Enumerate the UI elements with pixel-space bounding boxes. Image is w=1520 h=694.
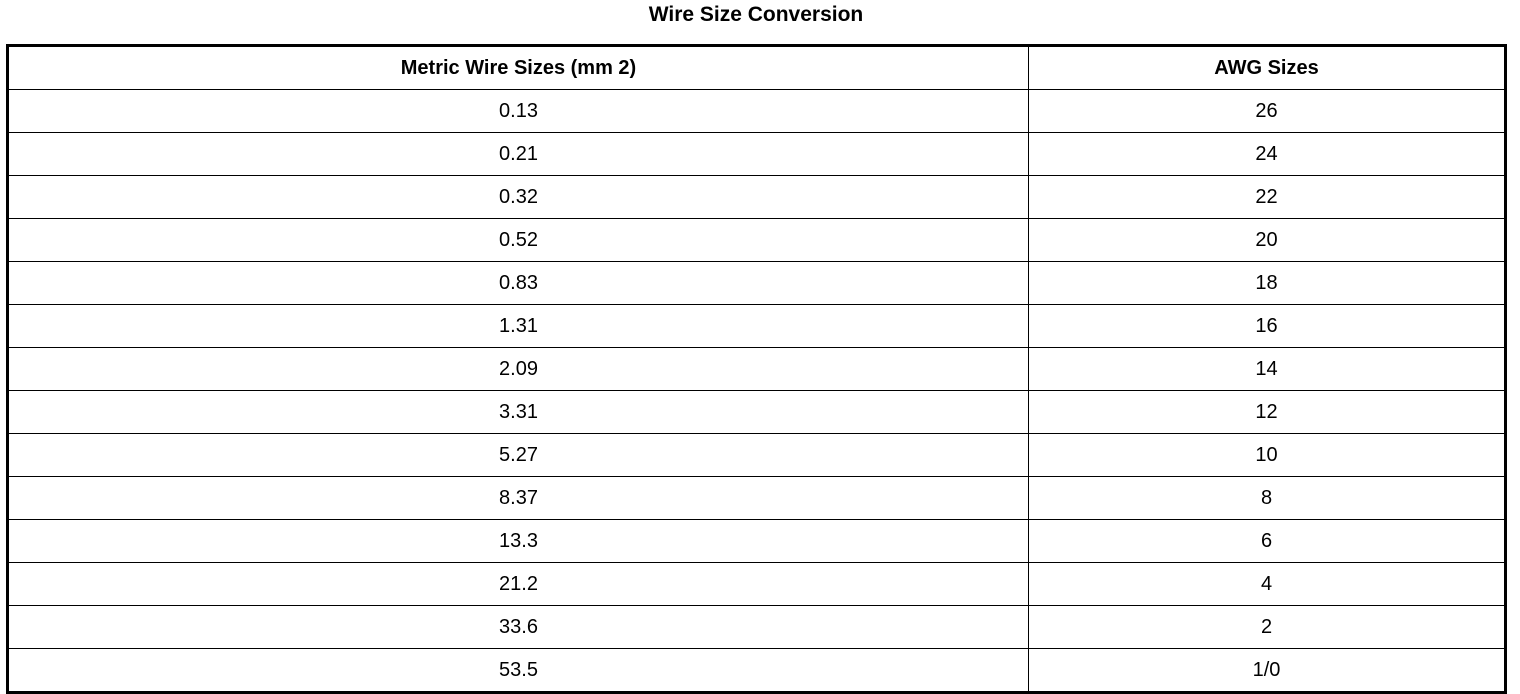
table-row: 8.37 8 [7,476,1506,520]
table-cell: 2 [1028,605,1506,649]
table-cell: 26 [1028,89,1506,133]
table-cell: 12 [1028,390,1506,434]
table-cell: 24 [1028,132,1506,176]
table-cell: 6 [1028,519,1506,563]
table-cell: 18 [1028,261,1506,305]
table-title: Wire Size Conversion [648,3,864,26]
table-body: 0.13 26 0.21 24 0.32 22 0.52 20 0.83 18 1.31 16 2.09… [7,89,1506,693]
table-row: 21.2 4 [7,562,1506,606]
table-cell: 5.27 [7,433,1029,477]
table-cell: 0.52 [7,218,1029,262]
table-row: 0.83 18 [7,261,1506,305]
table-cell: 33.6 [7,605,1029,649]
column-header: AWG Sizes [1028,45,1506,90]
table-cell: 14 [1028,347,1506,391]
table-cell: 0.83 [7,261,1029,305]
table-cell: 0.21 [7,132,1029,176]
table-row: 0.32 22 [7,175,1506,219]
table-row: 5.27 10 [7,433,1506,477]
table-cell: 53.5 [7,648,1029,693]
table-row: 3.31 12 [7,390,1506,434]
table-cell: 21.2 [7,562,1029,606]
header-row: Metric Wire Sizes (mm 2) AWG Sizes [7,45,1506,90]
conversion-table: Metric Wire Sizes (mm 2) AWG Sizes 0.13 2… [6,44,1507,694]
table-cell: 4 [1028,562,1506,606]
table-row: 53.5 1/0 [7,648,1506,693]
table-cell: 16 [1028,304,1506,348]
table-cell: 0.13 [7,89,1029,133]
table-cell: 13.3 [7,519,1029,563]
table-row: 2.09 14 [7,347,1506,391]
table-row: 0.13 26 [7,89,1506,133]
table-row: 0.52 20 [7,218,1506,262]
table-cell: 8 [1028,476,1506,520]
table-row: 1.31 16 [7,304,1506,348]
table-cell: 2.09 [7,347,1029,391]
column-header: Metric Wire Sizes (mm 2) [7,45,1029,90]
table-row: 0.21 24 [7,132,1506,176]
table-cell: 0.32 [7,175,1029,219]
table-row: 13.3 6 [7,519,1506,563]
table-cell: 20 [1028,218,1506,262]
table-cell: 22 [1028,175,1506,219]
table-cell: 10 [1028,433,1506,477]
table-cell: 3.31 [7,390,1029,434]
table-cell: 8.37 [7,476,1029,520]
table-cell: 1.31 [7,304,1029,348]
table-row: 33.6 2 [7,605,1506,649]
table-cell: 1/0 [1028,648,1506,693]
